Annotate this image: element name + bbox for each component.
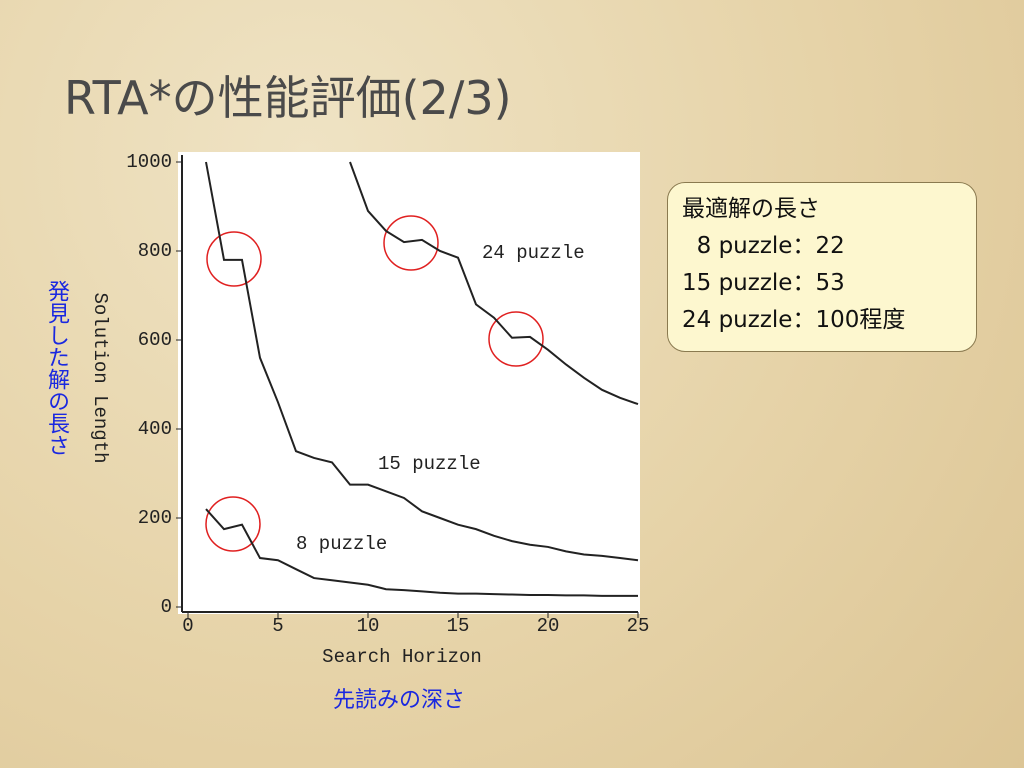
highlight-circle	[383, 215, 439, 271]
series-label: 8 puzzle	[296, 533, 387, 555]
x-tick-label: 0	[182, 615, 193, 637]
highlight-circle	[206, 231, 262, 287]
y-tick-label: 600	[138, 329, 172, 351]
note-line: 24 puzzle：100程度	[682, 307, 906, 333]
note-line: 8 puzzle：22	[682, 233, 845, 259]
slide-title: RTA*の性能評価(2/3)	[64, 71, 512, 125]
y-tick-label: 0	[161, 596, 172, 618]
x-axis-label: Search Horizon	[322, 646, 482, 668]
y-tick-label: 1000	[126, 151, 172, 173]
series-line	[205, 161, 639, 562]
note-box: 最適解の長さ 8 puzzle：22 15 puzzle：53 24 puzzl…	[667, 182, 977, 352]
x-tick-label: 20	[537, 615, 560, 637]
x-tick-label: 25	[627, 615, 650, 637]
x-tick-label: 15	[447, 615, 470, 637]
y-tick-label: 200	[138, 507, 172, 529]
y-tick-label: 400	[138, 418, 172, 440]
series-label: 15 puzzle	[378, 453, 481, 475]
note-line: 最適解の長さ	[682, 196, 820, 222]
highlight-circle	[205, 496, 261, 552]
highlight-circle	[488, 311, 544, 367]
x-tick-label: 5	[272, 615, 283, 637]
plot-background	[178, 152, 640, 614]
x-tick-label: 10	[357, 615, 380, 637]
series-label: 24 puzzle	[482, 242, 585, 264]
series-line	[349, 161, 639, 406]
y-tick-label: 800	[138, 240, 172, 262]
y-label-ja: 発見した解の長さ	[44, 280, 69, 456]
x-label-ja: 先読みの深さ	[333, 688, 466, 713]
note-line: 15 puzzle：53	[682, 270, 845, 296]
y-axis-label: Solution Length	[89, 292, 111, 463]
series-line	[205, 508, 638, 597]
